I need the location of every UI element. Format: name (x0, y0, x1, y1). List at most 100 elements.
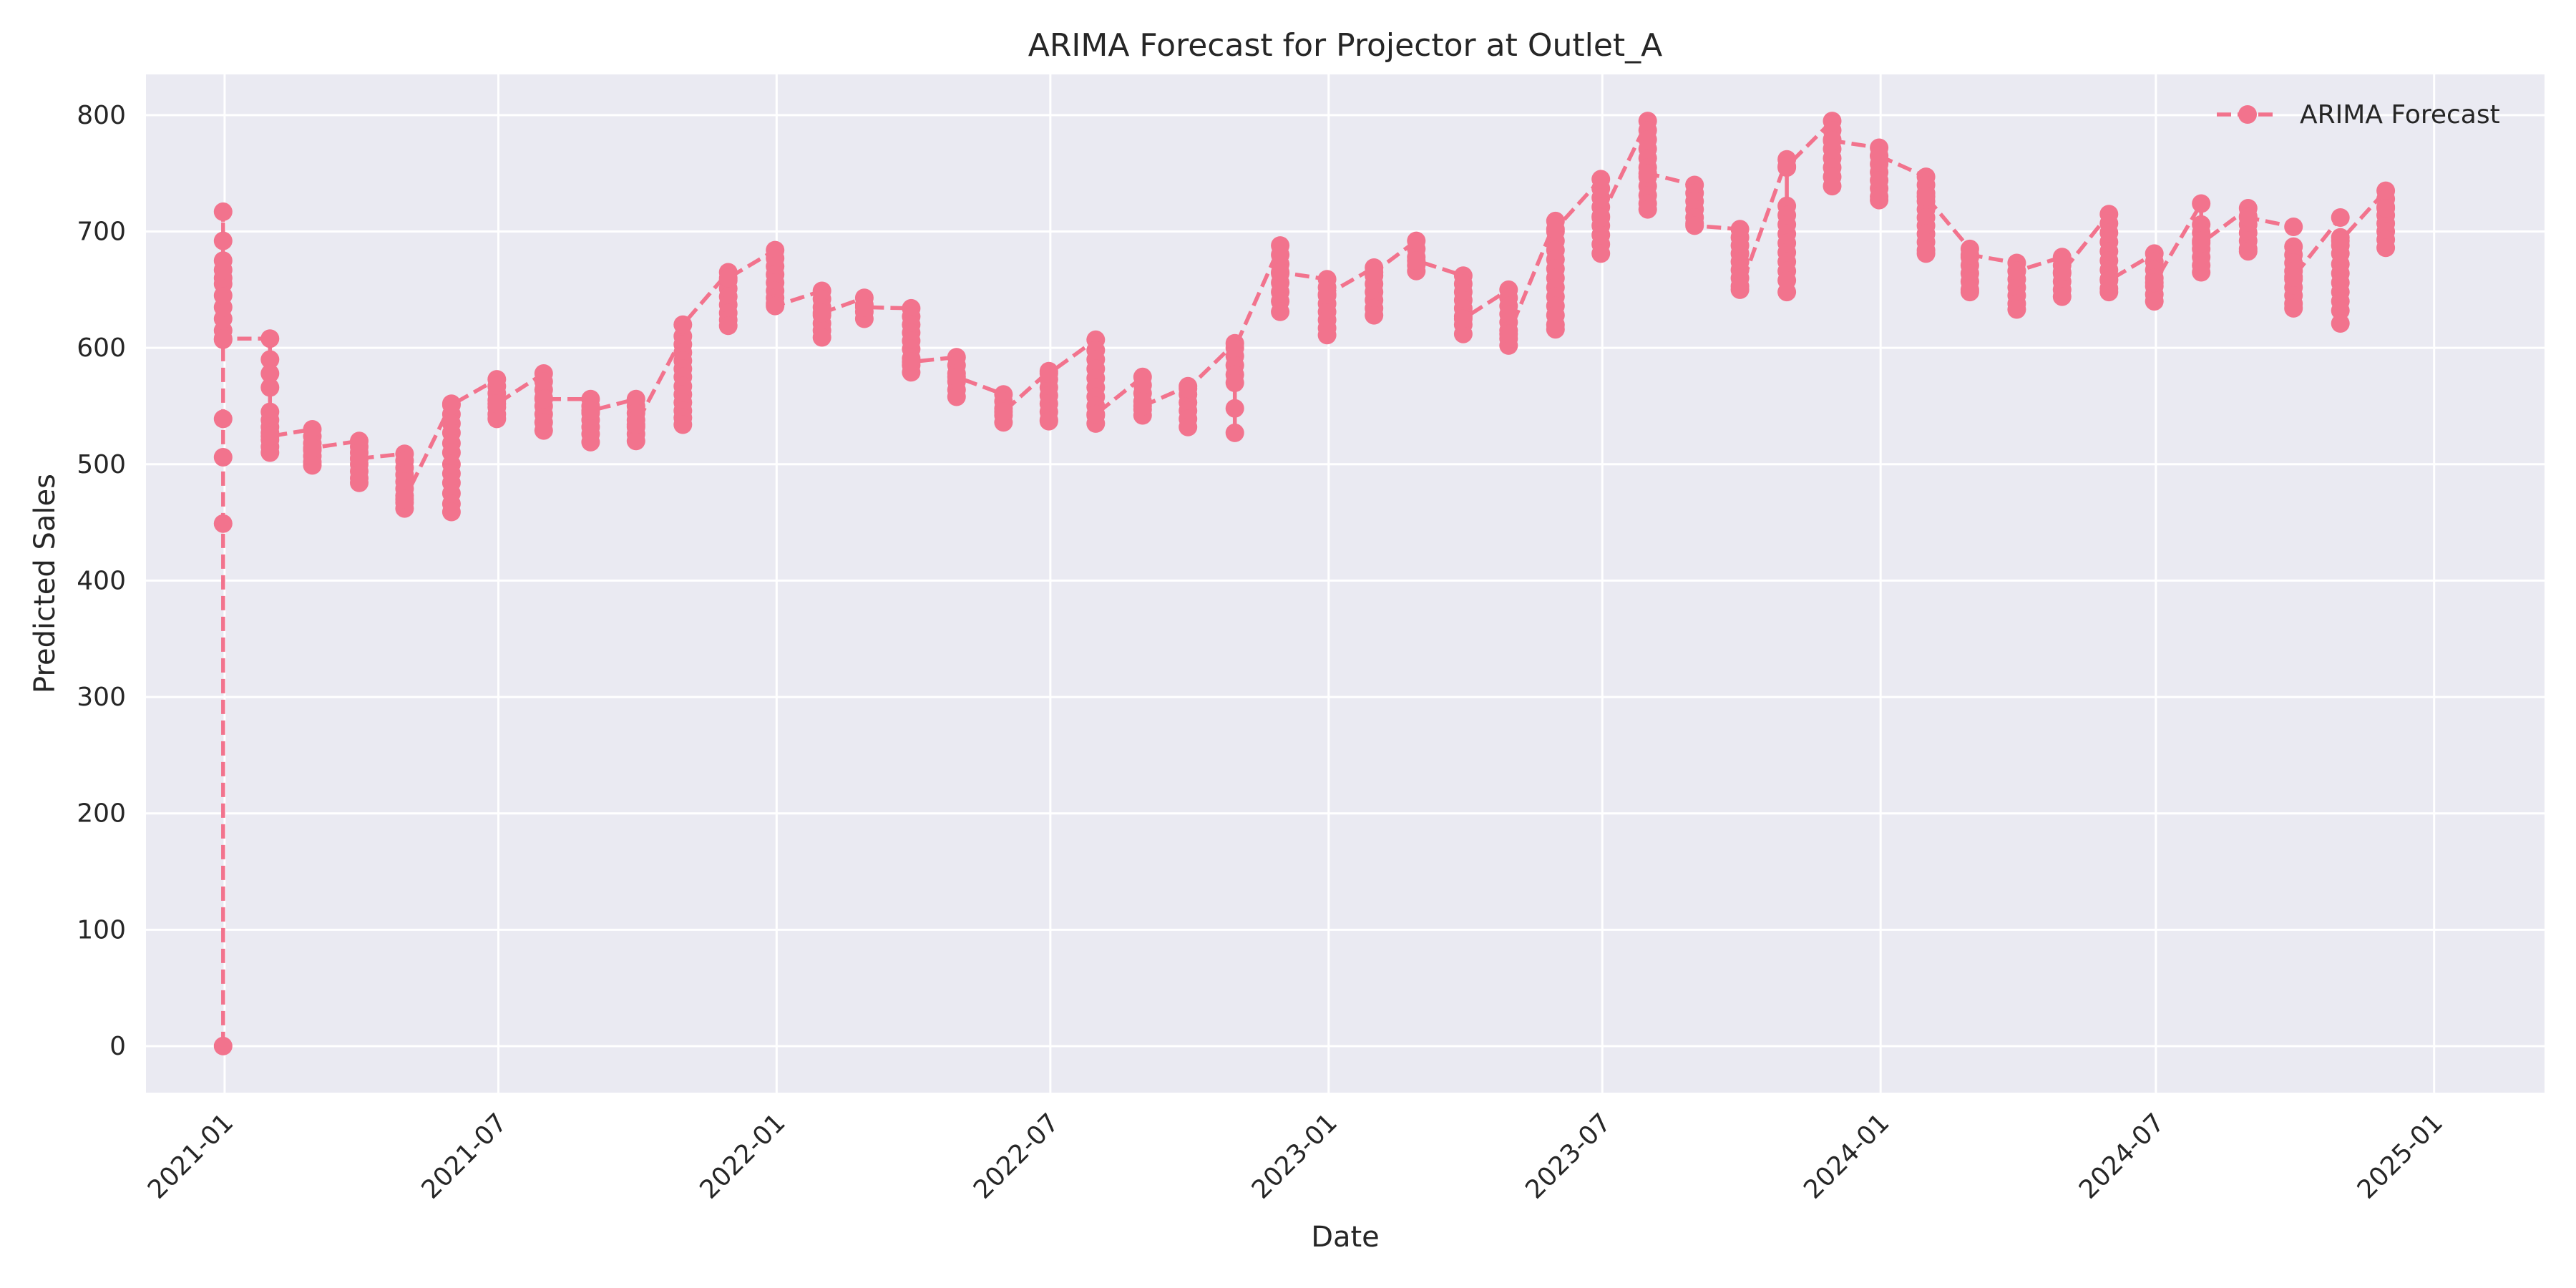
data-point (718, 268, 738, 288)
data-point (1823, 131, 1842, 150)
data-point (213, 329, 233, 348)
data-point (487, 409, 507, 429)
data-point (2376, 238, 2396, 258)
data-point (2331, 301, 2350, 321)
y-tick-label: 200 (77, 799, 126, 829)
data-point (1453, 324, 1473, 343)
x-tick-label: 2024-01 (1798, 1108, 1895, 1204)
data-point (2192, 194, 2211, 213)
data-point (1916, 244, 1936, 263)
data-point (812, 303, 831, 323)
data-point (718, 316, 738, 336)
data-point (626, 415, 645, 434)
x-tick-label: 2024-07 (2074, 1108, 2170, 1204)
data-point (766, 296, 785, 316)
data-point (1179, 379, 1198, 399)
data-point (534, 389, 553, 409)
x-tick-label: 2023-01 (1246, 1108, 1343, 1204)
data-point (441, 502, 461, 522)
data-point (1039, 411, 1058, 431)
y-tick-label: 400 (77, 566, 126, 595)
data-point (2145, 273, 2164, 293)
data-point (260, 443, 280, 462)
data-point (260, 364, 280, 383)
data-point (213, 1036, 233, 1055)
y-tick-label: 100 (77, 915, 126, 945)
data-point (854, 298, 874, 317)
data-point (260, 350, 280, 369)
data-point (1777, 157, 1797, 176)
x-tick-label: 2021-01 (142, 1108, 239, 1204)
legend: ARIMA Forecast (2217, 100, 2500, 130)
data-point (2192, 263, 2211, 282)
data-point (1225, 423, 1244, 442)
series-layer (213, 112, 2396, 1055)
y-tick-label: 300 (77, 683, 126, 712)
data-point (1225, 338, 1244, 358)
data-point (1685, 216, 1704, 235)
data-point (534, 421, 553, 440)
data-point (1638, 200, 1657, 219)
data-point (213, 448, 233, 467)
data-point (626, 431, 645, 451)
data-point (260, 426, 280, 446)
data-point (2238, 208, 2258, 227)
data-point (1133, 396, 1152, 416)
data-point (1499, 324, 1518, 343)
x-tick-label: 2022-07 (968, 1108, 1065, 1204)
data-point (947, 387, 966, 406)
data-point (1271, 263, 1290, 282)
data-point (1960, 283, 1979, 302)
x-axis-title: Date (1311, 1221, 1380, 1254)
data-point (1453, 309, 1473, 328)
data-point (1039, 364, 1058, 383)
data-point (2192, 233, 2211, 253)
data-point (441, 395, 461, 414)
data-point (2052, 287, 2072, 306)
data-point (1225, 374, 1244, 392)
data-point (487, 394, 507, 414)
data-point (350, 473, 369, 492)
data-point (213, 251, 233, 270)
data-point (213, 231, 233, 250)
data-point (1086, 404, 1106, 424)
data-point (994, 402, 1013, 421)
data-point (673, 415, 693, 434)
chart-title: ARIMA Forecast for Projector at Outlet_A (1028, 27, 1663, 64)
data-point (213, 514, 233, 533)
data-point (581, 401, 600, 420)
data-point (1225, 399, 1244, 418)
data-point (1916, 187, 1936, 206)
x-tick-label: 2025-01 (2352, 1108, 2449, 1204)
x-tick-label: 2023-07 (1520, 1108, 1616, 1204)
legend-label: ARIMA Forecast (2300, 100, 2500, 130)
data-point (1546, 320, 1565, 339)
data-point (2284, 268, 2303, 286)
data-point (2284, 298, 2303, 318)
y-tick-label: 600 (77, 333, 126, 363)
data-point (2376, 199, 2396, 218)
data-point (1271, 302, 1290, 321)
data-point (395, 489, 414, 509)
data-point (2284, 218, 2303, 236)
data-point (260, 378, 280, 397)
y-axis-title: Predicted Sales (29, 474, 62, 693)
y-tick-label: 0 (109, 1032, 126, 1061)
data-point (581, 432, 600, 452)
data-point (902, 352, 921, 371)
data-point (1365, 263, 1384, 282)
data-point (260, 329, 280, 348)
data-point (2238, 242, 2258, 261)
plot-background (146, 74, 2545, 1093)
data-point (2331, 314, 2350, 333)
data-point (1730, 280, 1750, 299)
data-point (213, 409, 233, 429)
data-point (812, 328, 831, 347)
data-point (1179, 417, 1198, 436)
x-tick-label: 2021-07 (416, 1108, 512, 1204)
data-point (1591, 244, 1611, 263)
x-tick-label: 2022-01 (694, 1108, 791, 1204)
data-point (1777, 283, 1797, 302)
data-point (1546, 220, 1565, 239)
